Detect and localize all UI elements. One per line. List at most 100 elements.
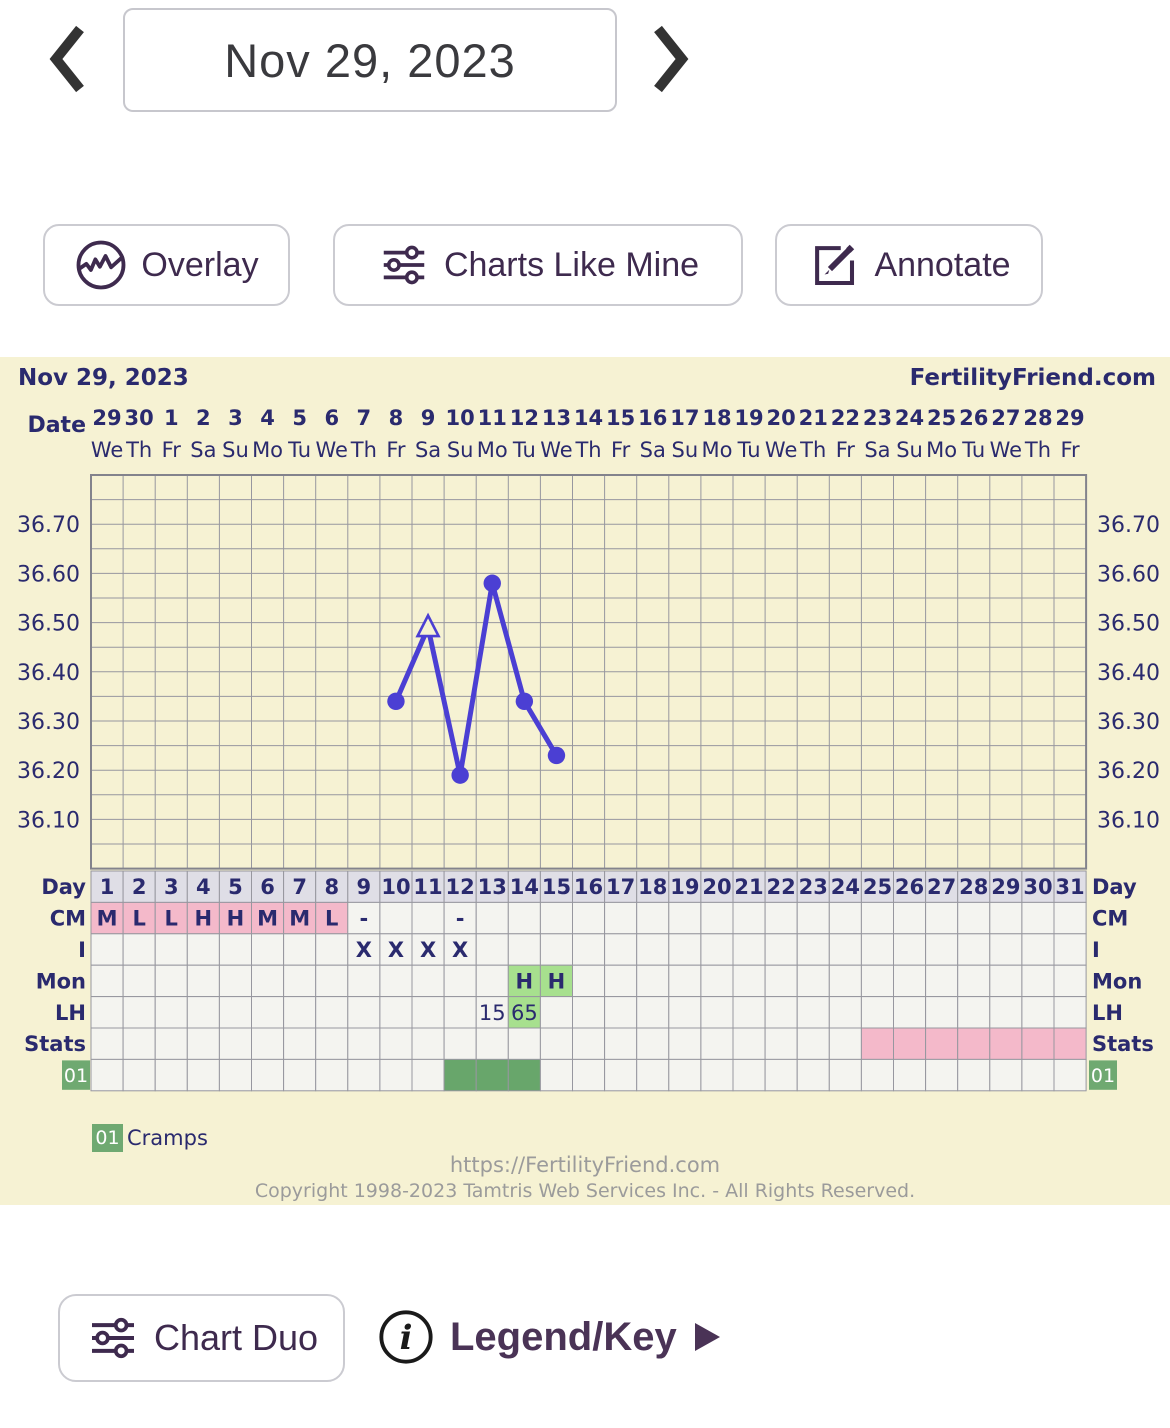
cell-mon-day-5[interactable] bbox=[218, 964, 252, 998]
cell-lh-day-23[interactable] bbox=[796, 996, 830, 1029]
cell-lh-day-3[interactable] bbox=[154, 996, 188, 1029]
cell-cramps-day-14[interactable] bbox=[507, 1058, 541, 1092]
cell-cramps-day-5[interactable] bbox=[218, 1058, 252, 1092]
cell-i-day-24[interactable] bbox=[828, 933, 862, 966]
cell-mon-day-22[interactable] bbox=[764, 964, 798, 998]
cell-lh-day-30[interactable] bbox=[1021, 996, 1055, 1029]
cell-cm-day-15[interactable] bbox=[539, 901, 574, 935]
cell-cramps-day-17[interactable] bbox=[604, 1058, 638, 1092]
cell-mon-day-17[interactable] bbox=[604, 964, 638, 998]
cell-mon-day-2[interactable] bbox=[122, 964, 156, 998]
cell-i-day-31[interactable] bbox=[1053, 933, 1087, 966]
cell-day-day-3[interactable] bbox=[154, 870, 188, 903]
cell-stats-day-25[interactable] bbox=[860, 1027, 895, 1060]
cell-stats-day-19[interactable] bbox=[668, 1027, 702, 1060]
cell-mon-day-27[interactable] bbox=[925, 964, 959, 998]
previous-day-button[interactable] bbox=[42, 20, 90, 101]
cell-i-day-13[interactable] bbox=[475, 933, 509, 966]
cell-cramps-day-18[interactable] bbox=[636, 1058, 670, 1092]
cell-lh-day-2[interactable] bbox=[122, 996, 156, 1029]
cell-cramps-day-27[interactable] bbox=[925, 1058, 959, 1092]
cell-mon-day-9[interactable] bbox=[347, 964, 381, 998]
cell-mon-day-6[interactable] bbox=[251, 964, 285, 998]
cell-day-day-17[interactable] bbox=[604, 870, 638, 903]
cell-mon-day-1[interactable] bbox=[90, 964, 124, 998]
cell-mon-day-13[interactable] bbox=[475, 964, 509, 998]
cell-stats-day-7[interactable] bbox=[283, 1027, 317, 1060]
cell-lh-day-5[interactable] bbox=[218, 996, 252, 1029]
cell-i-day-3[interactable] bbox=[154, 933, 188, 966]
cell-lh-day-26[interactable] bbox=[893, 996, 927, 1029]
temp-point-day-10[interactable] bbox=[387, 692, 405, 711]
cell-cm-day-24[interactable] bbox=[828, 901, 862, 935]
cell-stats-day-28[interactable] bbox=[957, 1027, 991, 1060]
cell-cm-day-30[interactable] bbox=[1021, 901, 1055, 935]
cell-stats-day-1[interactable] bbox=[90, 1027, 124, 1060]
cell-cramps-day-8[interactable] bbox=[315, 1058, 349, 1092]
cell-i-day-16[interactable] bbox=[572, 933, 606, 966]
cell-lh-day-29[interactable] bbox=[989, 996, 1023, 1029]
cell-stats-day-3[interactable] bbox=[154, 1027, 188, 1060]
cell-day-day-23[interactable] bbox=[796, 870, 830, 903]
cell-cm-day-5[interactable] bbox=[218, 901, 252, 935]
cell-cm-day-3[interactable] bbox=[154, 901, 188, 935]
cell-cm-day-23[interactable] bbox=[796, 901, 830, 935]
cell-lh-day-10[interactable] bbox=[379, 996, 413, 1029]
cell-day-day-12[interactable] bbox=[443, 870, 477, 903]
cell-stats-day-29[interactable] bbox=[989, 1027, 1023, 1060]
cell-cramps-day-10[interactable] bbox=[379, 1058, 413, 1092]
cell-stats-day-20[interactable] bbox=[700, 1027, 734, 1060]
cell-day-day-31[interactable] bbox=[1053, 870, 1087, 903]
cell-stats-day-8[interactable] bbox=[315, 1027, 349, 1060]
charts-like-mine-button[interactable]: Charts Like Mine bbox=[333, 224, 743, 306]
cell-cm-day-22[interactable] bbox=[764, 901, 798, 935]
cell-i-day-22[interactable] bbox=[764, 933, 798, 966]
cell-cramps-day-31[interactable] bbox=[1053, 1058, 1087, 1092]
cell-lh-day-16[interactable] bbox=[572, 996, 606, 1029]
cell-stats-day-5[interactable] bbox=[218, 1027, 252, 1060]
annotate-button[interactable]: Annotate bbox=[775, 224, 1043, 306]
cell-stats-day-13[interactable] bbox=[475, 1027, 509, 1060]
cell-cm-day-10[interactable] bbox=[379, 901, 413, 935]
cell-lh-day-15[interactable] bbox=[539, 996, 574, 1029]
cell-stats-day-2[interactable] bbox=[122, 1027, 156, 1060]
cell-mon-day-4[interactable] bbox=[186, 964, 220, 998]
cell-mon-day-24[interactable] bbox=[828, 964, 862, 998]
cell-cm-day-13[interactable] bbox=[475, 901, 509, 935]
cell-cramps-day-12[interactable] bbox=[443, 1058, 477, 1092]
cell-mon-day-12[interactable] bbox=[443, 964, 477, 998]
cell-cramps-day-3[interactable] bbox=[154, 1058, 188, 1092]
cell-cm-day-28[interactable] bbox=[957, 901, 991, 935]
cell-cramps-day-4[interactable] bbox=[186, 1058, 220, 1092]
cell-lh-day-20[interactable] bbox=[700, 996, 734, 1029]
cell-stats-day-17[interactable] bbox=[604, 1027, 638, 1060]
cell-lh-day-21[interactable] bbox=[732, 996, 766, 1029]
cell-mon-day-8[interactable] bbox=[315, 964, 349, 998]
cell-cm-day-20[interactable] bbox=[700, 901, 734, 935]
cell-i-day-26[interactable] bbox=[893, 933, 927, 966]
cell-day-day-26[interactable] bbox=[893, 870, 927, 903]
cell-mon-day-30[interactable] bbox=[1021, 964, 1055, 998]
cell-mon-day-25[interactable] bbox=[860, 964, 895, 998]
cell-cm-day-26[interactable] bbox=[893, 901, 927, 935]
cell-stats-day-12[interactable] bbox=[443, 1027, 477, 1060]
cell-cm-day-31[interactable] bbox=[1053, 901, 1087, 935]
cell-lh-day-11[interactable] bbox=[411, 996, 445, 1029]
legend-key-link[interactable]: i Legend/Key bbox=[377, 1308, 722, 1366]
cell-stats-day-26[interactable] bbox=[893, 1027, 927, 1060]
cell-mon-day-18[interactable] bbox=[636, 964, 670, 998]
cell-lh-day-4[interactable] bbox=[186, 996, 220, 1029]
cell-i-day-14[interactable] bbox=[507, 933, 541, 966]
cell-stats-day-27[interactable] bbox=[925, 1027, 959, 1060]
cell-mon-day-31[interactable] bbox=[1053, 964, 1087, 998]
cycle-chart[interactable]: Date 29 30 1 2 3 4 5 6 7 8 9 10 11 12 13 14 15 16 17 18 19 20 2… bbox=[0, 357, 1170, 1205]
cell-lh-day-25[interactable] bbox=[860, 996, 895, 1029]
cell-cm-day-11[interactable] bbox=[411, 901, 445, 935]
cell-stats-day-22[interactable] bbox=[764, 1027, 798, 1060]
cell-i-day-25[interactable] bbox=[860, 933, 895, 966]
cell-day-day-19[interactable] bbox=[668, 870, 702, 903]
cell-mon-day-11[interactable] bbox=[411, 964, 445, 998]
cell-i-day-29[interactable] bbox=[989, 933, 1023, 966]
cell-i-day-11[interactable] bbox=[411, 933, 445, 966]
cell-i-day-21[interactable] bbox=[732, 933, 766, 966]
